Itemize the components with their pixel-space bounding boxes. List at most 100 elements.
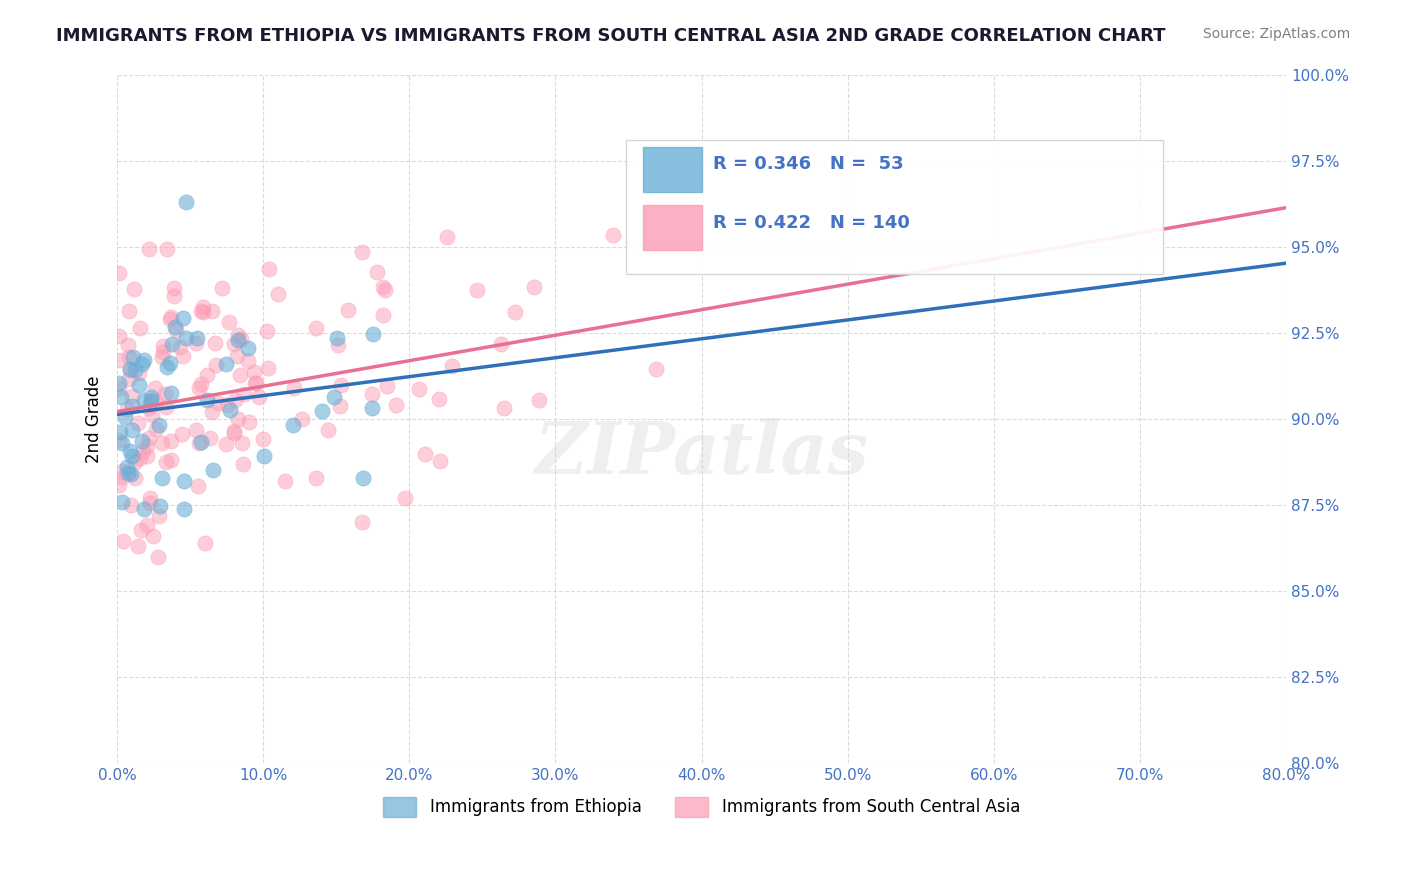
Point: [211, 281, 233, 295]
Point: [489, 337, 512, 351]
Y-axis label: 2nd Grade: 2nd Grade: [86, 375, 103, 463]
Point: [114, 409, 136, 424]
Point: [361, 401, 384, 415]
Point: [231, 436, 253, 450]
Point: [138, 243, 160, 257]
Point: [152, 435, 174, 450]
Point: [121, 399, 143, 413]
Point: [150, 471, 173, 485]
Point: [138, 496, 160, 510]
Point: [226, 349, 249, 363]
Point: [120, 498, 142, 512]
Point: [352, 471, 374, 485]
Point: [138, 401, 160, 416]
Point: [281, 417, 304, 432]
Point: [257, 360, 280, 375]
Point: [112, 534, 135, 549]
Point: [374, 283, 396, 297]
Point: [361, 326, 384, 341]
Point: [111, 436, 134, 450]
Point: [371, 280, 394, 294]
Point: [172, 349, 194, 363]
Point: [330, 378, 353, 392]
Point: [274, 474, 297, 488]
Point: [236, 341, 259, 355]
Point: [229, 332, 252, 346]
Point: [222, 424, 245, 438]
Point: [236, 354, 259, 368]
Point: [169, 340, 191, 354]
Point: [238, 415, 260, 429]
Point: [127, 416, 149, 430]
Point: [172, 427, 194, 442]
Point: [120, 467, 142, 482]
Point: [146, 549, 169, 564]
Point: [124, 455, 146, 469]
Point: [228, 412, 250, 426]
Text: IMMIGRANTS FROM ETHIOPIA VS IMMIGRANTS FROM SOUTH CENTRAL ASIA 2ND GRADE CORRELA: IMMIGRANTS FROM ETHIOPIA VS IMMIGRANTS F…: [56, 27, 1166, 45]
Point: [107, 477, 129, 491]
Point: [121, 388, 143, 402]
Point: [159, 452, 181, 467]
Point: [215, 357, 238, 371]
FancyBboxPatch shape: [643, 147, 702, 192]
Point: [187, 436, 209, 450]
Point: [122, 350, 145, 364]
Point: [529, 393, 551, 408]
Point: [436, 229, 458, 244]
Point: [366, 265, 388, 279]
Point: [131, 444, 153, 458]
Point: [118, 362, 141, 376]
Point: [191, 300, 214, 314]
Point: [305, 321, 328, 335]
Point: [172, 311, 194, 326]
Point: [131, 357, 153, 371]
Point: [145, 381, 167, 395]
Point: [316, 423, 339, 437]
Point: [291, 411, 314, 425]
Point: [243, 376, 266, 391]
Point: [141, 408, 163, 422]
FancyBboxPatch shape: [626, 140, 1163, 274]
Point: [139, 394, 162, 409]
Point: [305, 470, 328, 484]
Point: [247, 390, 270, 404]
Point: [201, 303, 224, 318]
Point: [132, 502, 155, 516]
Point: [187, 479, 209, 493]
Point: [252, 433, 274, 447]
Point: [156, 359, 179, 374]
Legend: Immigrants from Ethiopia, Immigrants from South Central Asia: Immigrants from Ethiopia, Immigrants fro…: [377, 790, 1026, 823]
Point: [110, 470, 132, 484]
Point: [394, 491, 416, 505]
Point: [201, 404, 224, 418]
Point: [118, 372, 141, 386]
Point: [118, 350, 141, 364]
Point: [141, 394, 163, 409]
Point: [138, 398, 160, 412]
Point: [194, 535, 217, 549]
Point: [159, 386, 181, 401]
Point: [117, 466, 139, 480]
Point: [156, 243, 179, 257]
Point: [159, 310, 181, 324]
Point: [207, 395, 229, 409]
Point: [155, 455, 177, 469]
Point: [118, 443, 141, 458]
Point: [232, 457, 254, 471]
Point: [311, 403, 333, 417]
Point: [131, 434, 153, 449]
Point: [173, 474, 195, 488]
Point: [115, 459, 138, 474]
Point: [118, 362, 141, 376]
Point: [111, 464, 134, 478]
Point: [148, 500, 170, 514]
Point: [148, 508, 170, 523]
Point: [645, 362, 668, 376]
Point: [107, 376, 129, 390]
Point: [440, 359, 463, 373]
Point: [233, 387, 256, 401]
Point: [226, 333, 249, 347]
Point: [329, 399, 352, 413]
Point: [204, 336, 226, 351]
